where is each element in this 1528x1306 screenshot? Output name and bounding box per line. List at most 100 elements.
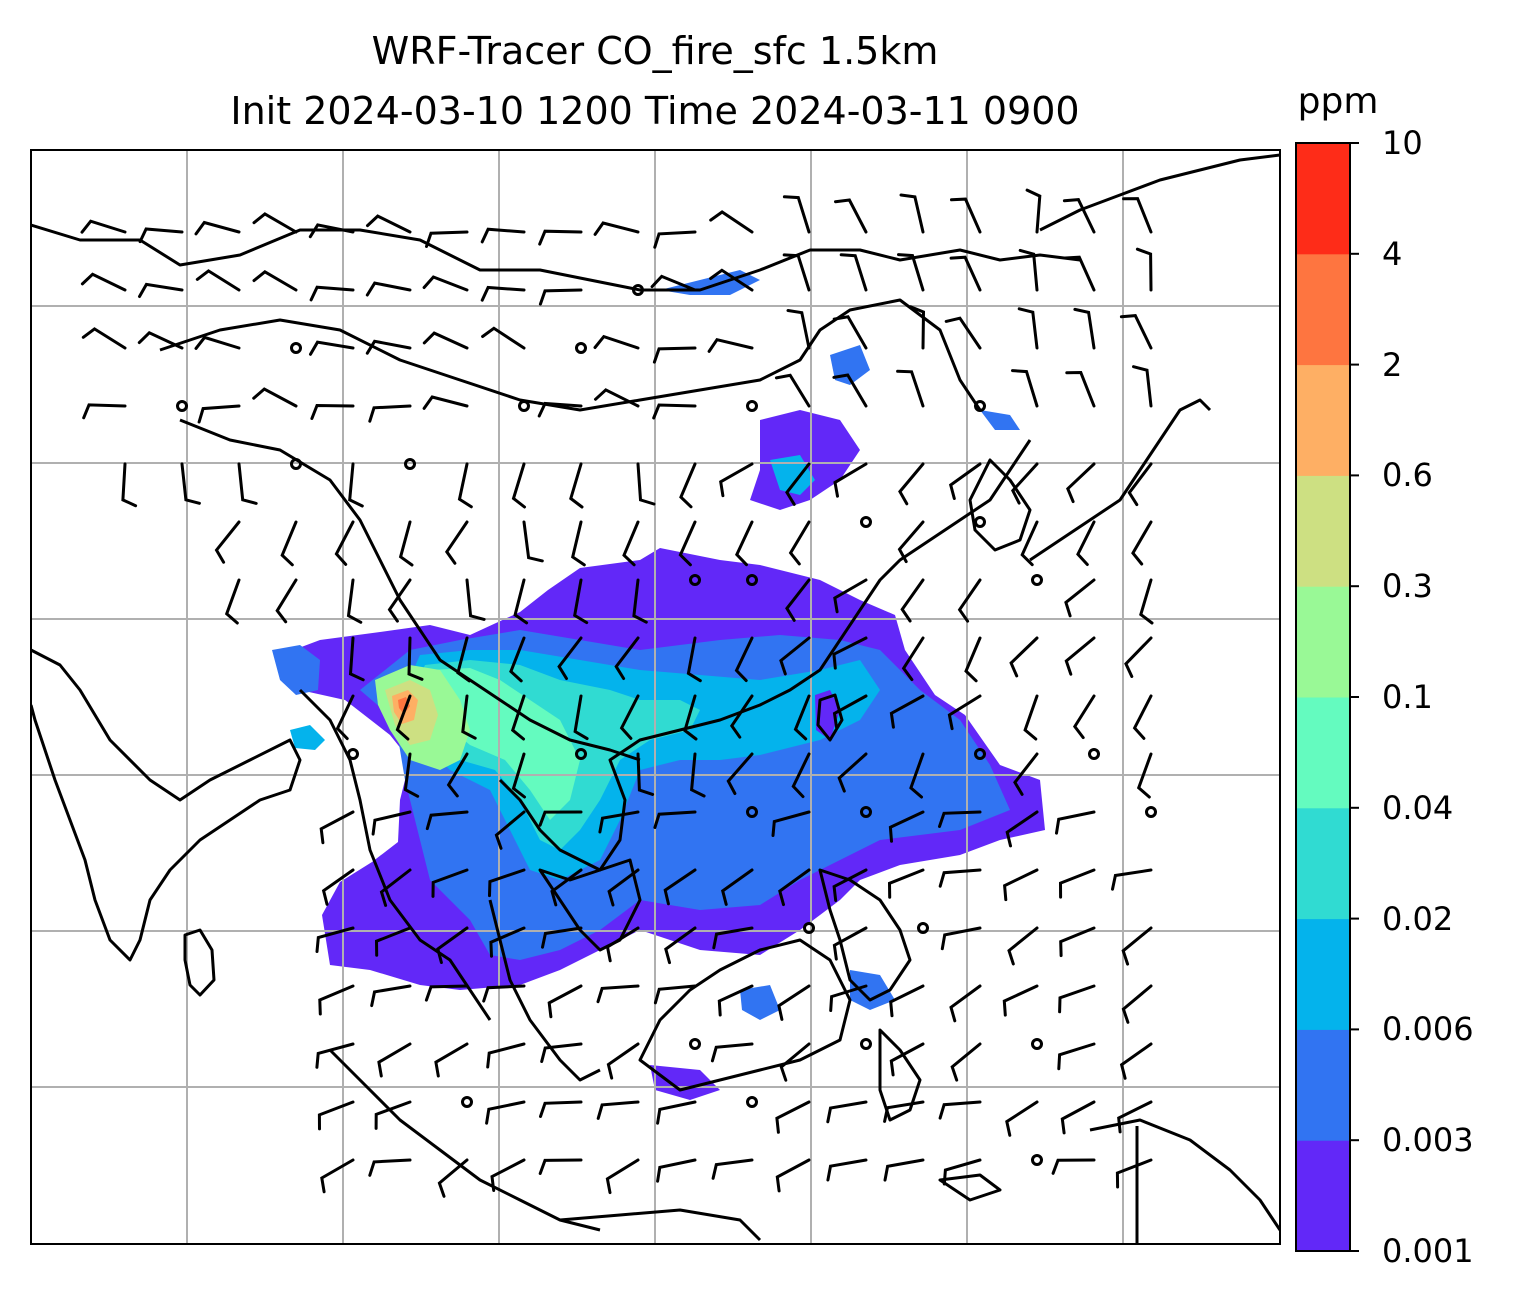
colorbar-segment xyxy=(1296,918,1350,1030)
wind-barb xyxy=(348,462,364,508)
wind-barb xyxy=(788,520,811,566)
wind-barb xyxy=(379,868,412,907)
wind-barb xyxy=(594,388,640,408)
wind-barb xyxy=(711,1158,754,1180)
coastline-indochina xyxy=(498,439,1032,872)
wind-barb xyxy=(717,984,754,1017)
wind-barb xyxy=(436,926,469,964)
wind-barb xyxy=(839,253,868,292)
colorbar-segment xyxy=(1296,253,1350,366)
wind-barb xyxy=(252,387,298,408)
colorbar-segment xyxy=(1296,807,1350,920)
wind-barb xyxy=(771,810,811,837)
wind-barb xyxy=(403,752,420,798)
coastline-china-north xyxy=(31,223,1081,292)
wind-barb xyxy=(1115,1158,1153,1189)
coastline-taiwan xyxy=(816,693,844,742)
wind-barb xyxy=(522,520,544,563)
wind-barb xyxy=(1066,462,1096,504)
wind-barb-calm xyxy=(347,748,359,760)
wind-barb xyxy=(653,810,697,829)
wind-barb xyxy=(948,462,982,500)
wind-barb xyxy=(81,327,127,350)
wind-barb xyxy=(422,331,469,350)
wind-barb xyxy=(317,1100,355,1131)
wind-barb xyxy=(889,984,925,1018)
wind-barb-calm xyxy=(746,806,758,818)
wind-barb xyxy=(607,868,640,907)
wind-barb xyxy=(1058,868,1096,899)
wind-barb xyxy=(909,752,925,799)
tracer-patch-java xyxy=(650,1065,720,1100)
wind-barb xyxy=(710,1042,754,1063)
wind-barb xyxy=(1005,810,1039,848)
coastline-sulawesi xyxy=(878,1028,922,1122)
wind-barb xyxy=(900,578,925,623)
wind-barb-calm xyxy=(575,748,587,760)
wind-barb xyxy=(832,373,868,408)
wind-barb xyxy=(480,285,526,302)
wind-barb-calm xyxy=(176,400,188,412)
wind-barbs xyxy=(80,188,1157,1198)
wind-barb xyxy=(652,403,697,420)
wind-barb xyxy=(315,1042,355,1069)
wind-barb xyxy=(194,335,241,350)
wind-barb xyxy=(309,285,355,302)
wind-barb xyxy=(370,984,412,1008)
wind-barb xyxy=(252,212,298,234)
wind-barb xyxy=(1131,520,1153,566)
wind-barb xyxy=(547,984,583,1019)
colorbar-segment xyxy=(1296,1140,1350,1252)
wind-barb xyxy=(793,694,811,741)
map-frame xyxy=(30,149,1281,1245)
wind-barb xyxy=(833,462,868,498)
wind-barb-calm xyxy=(632,284,644,296)
wind-barb xyxy=(593,221,640,236)
coastline-timor xyxy=(938,1173,1002,1202)
wind-barb xyxy=(777,984,811,1021)
coastline-malay-peninsula xyxy=(488,899,601,1082)
wind-barb-calm xyxy=(518,400,530,412)
wind-barb xyxy=(774,373,811,408)
wind-barb xyxy=(679,462,697,509)
wind-barb xyxy=(82,403,127,420)
wind-barb xyxy=(656,1158,697,1183)
wind-barb xyxy=(1122,197,1153,234)
wind-barb xyxy=(224,578,241,625)
wind-barb xyxy=(368,404,412,423)
tracer-patch-small-1 xyxy=(290,725,325,750)
wind-barb xyxy=(431,868,469,898)
wind-barb xyxy=(320,1158,355,1194)
wind-barb xyxy=(541,926,583,949)
tracer-concentration-field xyxy=(272,270,1045,1100)
wind-barb xyxy=(511,462,526,509)
wind-barb xyxy=(938,868,982,888)
wind-barb xyxy=(883,1158,925,1182)
wind-barb xyxy=(486,1042,526,1069)
wind-barb xyxy=(446,752,469,798)
wind-barb xyxy=(444,520,469,565)
wind-barb xyxy=(214,520,241,564)
wind-barb xyxy=(510,694,526,741)
wind-barb xyxy=(940,926,982,951)
wind-barb xyxy=(1059,926,1096,958)
wind-barb xyxy=(538,810,583,827)
wind-barb-calm xyxy=(860,516,872,528)
colorbar-unit-label: ppm xyxy=(1297,81,1379,122)
wind-barb xyxy=(509,636,526,683)
wind-barb xyxy=(785,578,811,622)
wind-barb xyxy=(826,1158,868,1182)
border-china-mongolia xyxy=(159,298,982,412)
map-title-line2: Init 2024-03-10 1200 Time 2024-03-11 090… xyxy=(230,89,1080,133)
wind-barb xyxy=(319,810,355,845)
wind-barb xyxy=(1073,307,1096,350)
wind-barb xyxy=(888,810,925,843)
wind-barb xyxy=(485,1100,526,1125)
wind-barb xyxy=(782,195,811,234)
colorbar-tick-label: 0.6 xyxy=(1382,456,1433,495)
wind-barb xyxy=(513,578,529,625)
wind-barb xyxy=(619,694,640,740)
wind-barb xyxy=(1003,868,1039,902)
wind-barb xyxy=(896,369,925,408)
wind-barb xyxy=(779,636,811,676)
